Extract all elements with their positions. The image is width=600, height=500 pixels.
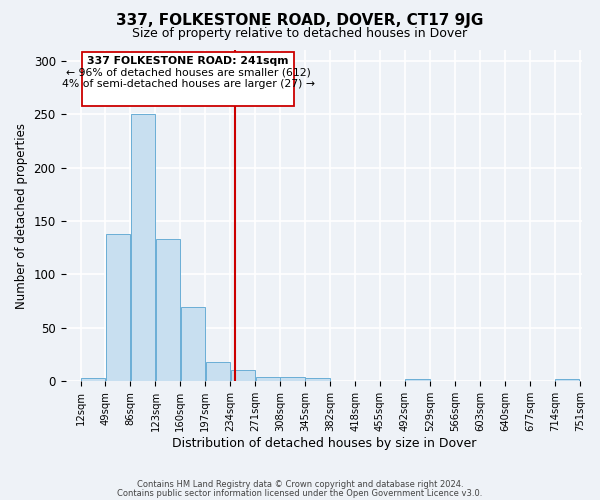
Text: 4% of semi-detached houses are larger (27) →: 4% of semi-detached houses are larger (2… <box>62 79 314 89</box>
Text: Contains public sector information licensed under the Open Government Licence v3: Contains public sector information licen… <box>118 489 482 498</box>
Bar <box>280 377 305 382</box>
FancyBboxPatch shape <box>82 52 295 106</box>
Bar <box>81 378 105 382</box>
Text: 337 FOLKESTONE ROAD: 241sqm: 337 FOLKESTONE ROAD: 241sqm <box>88 56 289 66</box>
Bar <box>131 114 155 382</box>
Bar <box>155 239 180 382</box>
Text: Size of property relative to detached houses in Dover: Size of property relative to detached ho… <box>133 28 467 40</box>
Text: ← 96% of detached houses are smaller (612): ← 96% of detached houses are smaller (61… <box>65 68 311 78</box>
Bar <box>256 377 280 382</box>
Bar <box>106 234 130 382</box>
X-axis label: Distribution of detached houses by size in Dover: Distribution of detached houses by size … <box>172 437 476 450</box>
Bar <box>230 370 255 382</box>
Text: 337, FOLKESTONE ROAD, DOVER, CT17 9JG: 337, FOLKESTONE ROAD, DOVER, CT17 9JG <box>116 12 484 28</box>
Bar <box>305 378 330 382</box>
Bar <box>181 306 205 382</box>
Bar <box>206 362 230 382</box>
Bar <box>555 379 580 382</box>
Bar <box>405 379 430 382</box>
Text: Contains HM Land Registry data © Crown copyright and database right 2024.: Contains HM Land Registry data © Crown c… <box>137 480 463 489</box>
Y-axis label: Number of detached properties: Number of detached properties <box>15 122 28 308</box>
